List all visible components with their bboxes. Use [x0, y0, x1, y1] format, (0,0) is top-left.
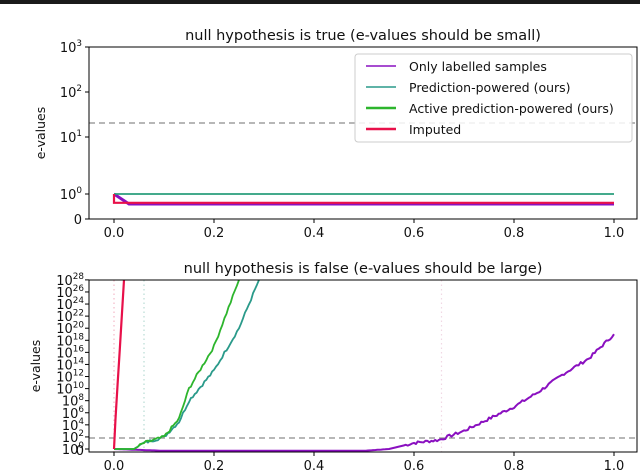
- tick-label: 1.0: [604, 226, 625, 241]
- legend-label: Prediction-powered (ours): [409, 80, 571, 95]
- tick-label: 103: [60, 39, 82, 56]
- x-axis-ticks: 0.0 0.2 0.4 0.6 0.8 1.0: [104, 219, 625, 241]
- legend-label: Active prediction-powered (ours): [409, 101, 614, 116]
- window-top-border: [0, 0, 640, 4]
- series-line: [113, 333, 615, 452]
- tick-label: 101: [60, 129, 82, 146]
- legend-box: [354, 53, 633, 143]
- chart-title: null hypothesis is true (e-values should…: [185, 28, 541, 44]
- y-axis-label: e-values: [28, 340, 43, 393]
- y-axis-ticks: 0 100 101 102 103: [60, 39, 89, 228]
- tick-label: 1012: [56, 369, 84, 386]
- tick-label: 0.2: [204, 459, 225, 473]
- x-axis-ticks: 0.0 0.2 0.4 0.6 0.8 1.0: [104, 452, 625, 473]
- tick-label: 1028: [56, 272, 84, 289]
- series-line: [114, 280, 260, 450]
- tick-label: 0.4: [304, 226, 325, 241]
- tick-label: 1016: [56, 345, 84, 362]
- chart-top: null hypothesis is true (e-values should…: [33, 28, 638, 241]
- axes-frame: [88, 279, 638, 453]
- tick-label: 100: [62, 441, 85, 458]
- axes-frame: [88, 46, 638, 220]
- tick-label: 0: [76, 444, 84, 459]
- legend: Only labelled samples Prediction-powered …: [354, 53, 633, 143]
- tick-label: 0.6: [404, 226, 425, 241]
- tick-label: 1010: [56, 381, 84, 398]
- tick-label: 108: [62, 393, 85, 410]
- tick-label: 1018: [56, 332, 84, 349]
- chart-title: null hypothesis is false (e-values shoul…: [184, 261, 543, 277]
- series-line: [113, 192, 614, 206]
- tick-label: 1024: [56, 296, 84, 313]
- tick-label: 106: [62, 405, 85, 422]
- tick-label: 1026: [56, 284, 84, 301]
- y-axis-ticks: 1001021041061081010101210141016101810201…: [56, 272, 89, 459]
- tick-label: 1014: [56, 357, 84, 374]
- tick-label: 0.0: [104, 226, 125, 241]
- series-lines: [112, 192, 614, 206]
- tick-label: 0.8: [504, 226, 525, 241]
- tick-label: 102: [62, 429, 84, 446]
- legend-label: Imputed: [409, 122, 461, 137]
- series-line: [114, 280, 240, 450]
- chart-bottom: null hypothesis is false (e-values shoul…: [28, 261, 638, 473]
- vertical-markers: [113, 280, 443, 452]
- tick-label: 1022: [56, 308, 84, 325]
- series-line: [112, 194, 614, 204]
- tick-label: 0.8: [504, 459, 525, 473]
- series-line: [112, 280, 126, 450]
- tick-label: 0: [74, 213, 82, 228]
- tick-label: 104: [62, 417, 85, 434]
- legend-label: Only labelled samples: [409, 59, 547, 74]
- tick-label: 0.2: [204, 226, 225, 241]
- tick-label: 0.6: [404, 459, 425, 473]
- tick-label: 1.0: [604, 459, 625, 473]
- tick-label: 100: [60, 186, 83, 203]
- series-lines: [112, 280, 615, 452]
- tick-label: 1020: [56, 320, 84, 337]
- y-axis-label: e-values: [33, 107, 48, 160]
- tick-label: 0.4: [304, 459, 325, 473]
- tick-label: 102: [60, 84, 82, 101]
- tick-label: 0.0: [104, 459, 125, 473]
